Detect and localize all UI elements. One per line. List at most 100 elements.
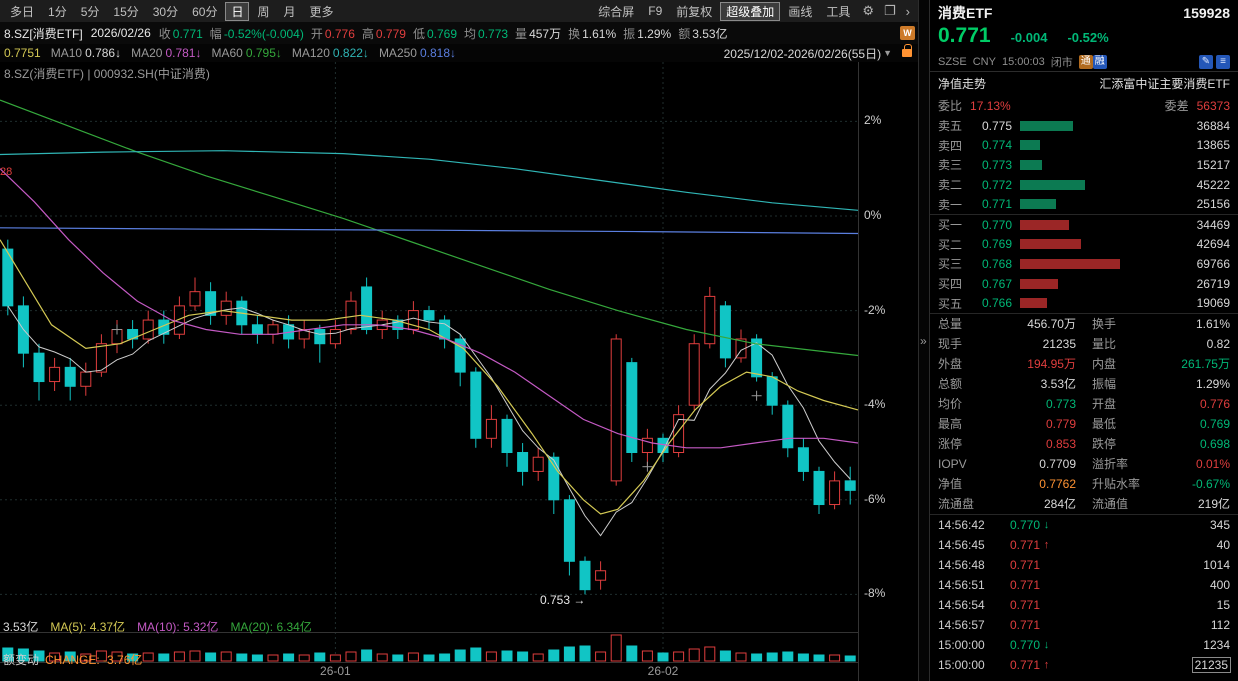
stat-volume-ratio-label: 量比 [1092,337,1117,352]
lock-icon[interactable] [902,44,912,57]
stat-limit-up-label: 涨停 [938,437,963,452]
bid-volume: 42694 [1196,237,1230,252]
weibi-value: 17.13% [970,98,1011,113]
field-change-value: -0.52%(-0.004) [223,26,304,41]
panel-collapse-handle[interactable]: » [918,0,930,681]
ask-row[interactable]: 卖三 0.773 15217 [930,155,1238,175]
tick-volume: 345 [1209,517,1230,532]
margin-badge: 融 [1092,55,1107,69]
double-chevron-icon: » [920,334,927,348]
tick-list: 14:56:42 0.770 ↓ 345 14:56:45 0.771 ↑ 40 14:56:4… [930,515,1238,675]
x-axis-label: 26-02 [647,664,679,678]
tick-time: 14:56:48 [938,557,985,572]
x-axis-label: 26-01 [320,664,351,678]
period-15min[interactable]: 15分 [113,4,139,19]
chart-canvas[interactable] [0,62,918,681]
bid-price: 0.769 [981,237,1012,252]
period-more[interactable]: 更多 [309,4,334,19]
more-chevron-icon[interactable]: › [905,3,910,19]
period-multiday[interactable]: 多日 [10,4,35,19]
bid-row[interactable]: 买二 0.769 42694 [930,235,1238,255]
gear-icon[interactable]: ⚙ [862,3,874,18]
period-5min[interactable]: 5分 [80,4,100,19]
chevron-down-icon[interactable]: ▼ [883,48,892,58]
period-day[interactable]: 日 [225,1,250,21]
field-open-label: 开 [310,26,323,41]
stat-limit-down-cell: 跌停 0.698 [1092,435,1230,452]
bid-row[interactable]: 买三 0.768 69766 [930,254,1238,274]
stat-low: 0.769 [1199,416,1230,431]
tick-volume: 400 [1209,577,1230,592]
btn-composite-screen[interactable]: 综合屏 [598,4,635,19]
tick-price: 0.771 [1009,577,1040,592]
connect-badge: 通 [1078,55,1093,69]
ask-depth-bar [1020,140,1040,151]
btn-forward-adjust[interactable]: 前复权 [676,4,713,19]
wencai-icon[interactable]: W [900,26,915,40]
date-range-selector[interactable]: 2025/12/02-2026/02/26(55日) [723,46,882,61]
field-amplitude: 振 1.29% [623,27,671,41]
stats-row: 现手 21235 量比 0.82 [930,334,1238,354]
ask-levels: 卖五 0.775 36884 卖四 0.774 13865 卖三 0.773 15217 卖二 0.… [930,116,1238,214]
nav-trend-tab[interactable]: 净值走势 [938,77,987,91]
ask-volume: 13865 [1196,138,1230,153]
btn-draw-line[interactable]: 画线 [788,4,813,19]
low-price-annotation: 0.753 → [540,593,586,607]
stats-row: IOPV 0.7709 溢折率 0.01% [930,454,1238,474]
bid-row[interactable]: 买一 0.770 34469 [930,215,1238,235]
bid-bar-zone [1020,297,1178,309]
stat-turnover-rate-label: 换手 [1092,317,1117,332]
stat-current-hand-cell: 现手 21235 [938,335,1076,352]
tick-time: 15:00:00 [938,657,985,672]
stat-current-hand-label: 现手 [938,337,963,352]
bid-price: 0.768 [981,256,1012,271]
stat-current-hand: 21235 [1042,336,1076,351]
period-month[interactable]: 月 [283,4,296,19]
ask-volume: 45222 [1196,177,1230,192]
stat-outer-lot-cell: 外盘 194.95万 [938,355,1076,372]
ma60-value: MA60 0.795↓ [211,46,281,60]
ask-row[interactable]: 卖二 0.772 45222 [930,175,1238,195]
fullscreen-icon[interactable]: ❐ [884,3,896,18]
bid-levels: 买一 0.770 34469 买二 0.769 42694 买三 0.768 69766 买四 0.… [930,215,1238,313]
stat-open: 0.776 [1199,396,1230,411]
stat-avg-price-label: 均价 [938,397,963,412]
btn-f9[interactable]: F9 [648,4,663,18]
stat-volume-ratio-cell: 量比 0.82 [1092,335,1230,352]
bid-row[interactable]: 买四 0.767 26719 [930,274,1238,294]
btn-tools[interactable]: 工具 [826,4,851,19]
btn-super-overlay[interactable]: 超级叠加 [720,1,781,21]
ask-row[interactable]: 卖四 0.774 13865 [930,136,1238,156]
bid-row[interactable]: 买五 0.766 19069 [930,293,1238,313]
field-low-value: 0.769 [426,26,457,41]
period-60min[interactable]: 60分 [192,4,218,19]
stat-inner-lot-cell: 内盘 261.75万 [1092,355,1230,372]
toolbar-right: 综合屏 F9 前复权 超级叠加 画线 工具 ⚙ ❐ › [592,1,914,21]
ask-row[interactable]: 卖一 0.771 25156 [930,194,1238,214]
tick-direction-icon: ↑ [1043,658,1050,671]
ask-price: 0.774 [981,138,1012,153]
list-icon[interactable]: ≡ [1216,55,1230,69]
ask-volume: 25156 [1196,197,1230,212]
stat-high-label: 最高 [938,417,963,432]
candlestick-chart[interactable]: 8.SZ(消费ETF) | 000932.SH(中证消费) 28 0.753 →… [0,62,918,681]
field-amplitude-label: 振 [623,26,636,41]
tick-row: 14:56:45 0.771 ↑ 40 [930,535,1238,555]
tick-volume: 15 [1216,597,1230,612]
ask-bar-zone [1020,179,1178,191]
period-buttons: 多日 1分 5分 15分 30分 60分日周月更多 [4,1,340,21]
tick-row: 14:56:42 0.770 ↓ 345 [930,515,1238,535]
field-high: 高 0.779 [362,27,406,41]
symbol-label: 8.SZ[消费ETF] [4,26,83,41]
ask-row[interactable]: 卖五 0.775 36884 [930,116,1238,136]
amount-ma-item: 3.53亿 [3,620,39,634]
ask-bar-zone [1020,198,1178,210]
period-1min[interactable]: 1分 [48,4,67,19]
amount-change-value: CHANGE: -3.76亿 [45,653,143,667]
period-week[interactable]: 周 [257,4,270,19]
edit-icon[interactable]: ✎ [1199,55,1213,69]
ask-price: 0.772 [981,177,1012,192]
stat-float-value-label: 流通值 [1092,497,1129,512]
period-30min[interactable]: 30分 [152,4,179,19]
tick-row: 14:56:48 0.771 1014 [930,555,1238,575]
